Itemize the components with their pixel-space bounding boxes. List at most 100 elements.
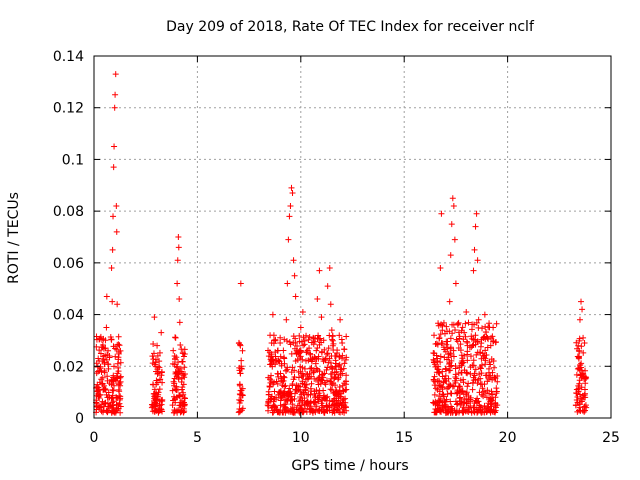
data-point [438,210,445,217]
x-tick-label: 20 [499,430,517,446]
data-point [339,382,346,389]
data-point [473,210,480,217]
data-point [479,325,486,332]
data-point [488,403,495,410]
data-point [108,336,115,343]
data-point [444,328,451,335]
x-tick-label: 0 [90,430,99,446]
data-point [313,403,320,410]
data-point [104,409,111,416]
data-point [289,408,296,415]
data-point [236,408,243,415]
y-tick-label: 0.08 [53,204,84,220]
data-point [457,383,464,390]
data-point [180,391,187,398]
data-point [281,355,288,362]
data-point [463,338,470,345]
data-point [289,364,296,371]
data-point [446,298,453,305]
data-point [448,221,455,228]
data-point [288,397,295,404]
data-point [176,319,183,326]
data-point [448,403,455,410]
data-point [111,382,118,389]
data-point [172,334,179,341]
plot-frame [93,55,612,419]
data-point [264,402,271,409]
data-point [459,324,466,331]
data-point [313,347,320,354]
data-point [326,265,333,272]
y-tick-label: 0.14 [53,49,84,65]
y-tick-label: 0 [75,411,84,427]
data-point [283,316,290,323]
data-point [236,396,243,403]
data-point [150,356,157,363]
data-point [477,407,484,414]
data-point [343,333,350,340]
data-point [320,387,327,394]
data-point [336,361,343,368]
data-point [468,333,475,340]
data-point [437,359,444,366]
data-point [116,342,123,349]
data-point [151,361,158,368]
data-point [109,298,116,305]
data-point [181,374,188,381]
data-point [492,339,499,346]
data-point [485,365,492,372]
data-point [155,406,162,413]
data-point [302,357,309,364]
data-point [462,320,469,327]
data-point [433,363,440,370]
data-point [290,257,297,264]
data-point [340,387,347,394]
data-point [447,335,454,342]
data-point [290,376,297,383]
data-point [174,257,181,264]
data-point [576,316,583,323]
data-point [288,369,295,376]
data-point [452,280,459,287]
data-point [295,374,302,381]
data-point [310,335,317,342]
data-point [441,375,448,382]
data-point [110,398,117,405]
data-point [101,386,108,393]
data-point [177,365,184,372]
data-point [435,320,442,327]
data-point [284,390,291,397]
data-point [325,359,332,366]
data-point [582,394,589,401]
data-point [438,340,445,347]
data-point [476,389,483,396]
data-point [156,386,163,393]
data-point [307,350,314,357]
data-point [180,381,187,388]
data-point [273,378,280,385]
data-point [458,352,465,359]
data-point [581,340,588,347]
data-point [332,352,339,359]
data-point [271,407,278,414]
data-point [437,407,444,414]
data-point [312,355,319,362]
data-point [295,386,302,393]
data-point [149,381,156,388]
data-point [315,390,322,397]
data-point [177,341,184,348]
data-point [303,349,310,356]
data-point [180,399,187,406]
data-point [238,363,245,370]
data-point [447,344,454,351]
data-point [239,385,246,392]
data-point [329,336,336,343]
data-point [304,398,311,405]
data-point [280,347,287,354]
data-point [173,363,180,370]
data-point [480,393,487,400]
data-point [287,397,294,404]
data-point [441,397,448,404]
data-point [113,228,120,235]
data-point [102,337,109,344]
